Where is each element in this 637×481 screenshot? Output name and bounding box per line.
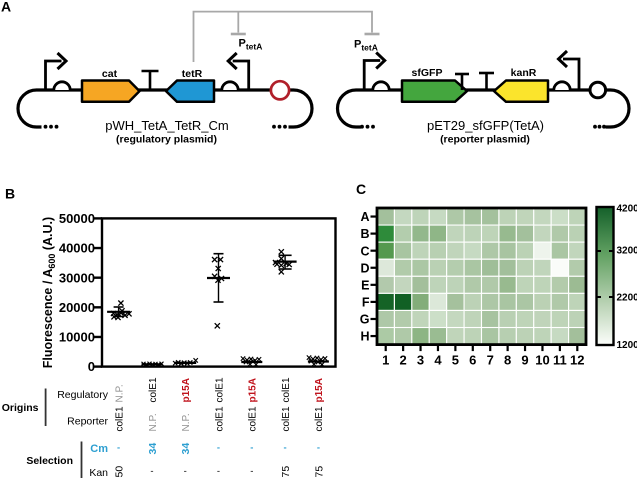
svg-text:Regulatory: Regulatory xyxy=(57,389,109,401)
svg-text:sfGFP: sfGFP xyxy=(412,67,443,79)
svg-text:p15A: p15A xyxy=(248,378,259,402)
svg-text:H: H xyxy=(360,330,369,344)
svg-text:34: 34 xyxy=(180,443,192,455)
svg-text:50: 50 xyxy=(114,466,126,478)
svg-text:A: A xyxy=(360,210,369,224)
svg-text:2200: 2200 xyxy=(617,293,637,304)
svg-text:colE1: colE1 xyxy=(314,406,325,431)
svg-text:N.P.: N.P. xyxy=(148,413,159,431)
svg-text:11: 11 xyxy=(553,352,567,367)
svg-text:4: 4 xyxy=(434,352,442,367)
svg-text:N.P.: N.P. xyxy=(181,413,192,431)
svg-text:E: E xyxy=(361,278,369,292)
svg-text:C: C xyxy=(360,244,369,258)
svg-text:-: - xyxy=(217,466,220,477)
svg-text:colE1: colE1 xyxy=(214,406,225,431)
svg-text:Cm: Cm xyxy=(90,443,108,455)
svg-text:C: C xyxy=(356,181,366,197)
svg-text:colE1: colE1 xyxy=(214,377,225,402)
svg-text:PtetA: PtetA xyxy=(239,38,263,52)
svg-text:40000: 40000 xyxy=(59,241,95,256)
svg-text:34: 34 xyxy=(147,443,159,455)
svg-text:-: - xyxy=(184,466,187,477)
svg-text:50000: 50000 xyxy=(59,211,95,226)
svg-text:p15A: p15A xyxy=(181,378,192,402)
svg-text:75: 75 xyxy=(280,466,292,478)
svg-text:-: - xyxy=(284,443,287,454)
svg-text:4200: 4200 xyxy=(617,204,637,215)
svg-text:-: - xyxy=(317,443,320,454)
svg-text:F: F xyxy=(362,296,370,310)
svg-text:10: 10 xyxy=(535,352,549,367)
svg-text:D: D xyxy=(360,261,369,275)
svg-text:1: 1 xyxy=(382,352,389,367)
svg-text:0: 0 xyxy=(88,359,95,374)
svg-text:Origins: Origins xyxy=(2,402,39,414)
svg-text:Fluorescence / A600 (A.U.): Fluorescence / A600 (A.U.) xyxy=(41,217,57,368)
svg-text:tetR: tetR xyxy=(182,68,203,80)
svg-text:cat: cat xyxy=(102,68,118,80)
svg-text:p15A: p15A xyxy=(314,378,325,402)
svg-text:(regulatory plasmid): (regulatory plasmid) xyxy=(116,134,217,146)
svg-text:A: A xyxy=(1,0,11,15)
svg-text:Selection: Selection xyxy=(26,455,73,467)
svg-text:B: B xyxy=(5,186,15,202)
svg-text:N.P.: N.P. xyxy=(114,384,125,402)
svg-text:-: - xyxy=(150,466,153,477)
svg-text:1200: 1200 xyxy=(617,340,637,351)
svg-text:-: - xyxy=(250,466,253,477)
svg-text:Reporter: Reporter xyxy=(67,416,108,428)
svg-text:30000: 30000 xyxy=(59,270,95,285)
svg-text:75: 75 xyxy=(313,466,325,478)
svg-text:colE1: colE1 xyxy=(248,406,259,431)
svg-text:-: - xyxy=(117,443,120,454)
svg-text:G: G xyxy=(360,313,370,327)
svg-text:6: 6 xyxy=(469,352,476,367)
svg-text:kanR: kanR xyxy=(511,67,537,79)
svg-text:pWH_TetA_TetR_Cm: pWH_TetA_TetR_Cm xyxy=(105,118,229,133)
svg-text:-: - xyxy=(217,443,220,454)
svg-text:12: 12 xyxy=(570,352,584,367)
svg-text:(reporter plasmid): (reporter plasmid) xyxy=(440,134,530,146)
svg-text:3: 3 xyxy=(417,352,424,367)
svg-text:Kan: Kan xyxy=(89,467,108,479)
svg-text:10000: 10000 xyxy=(59,330,95,345)
svg-text:20000: 20000 xyxy=(59,300,95,315)
svg-text:pET29_sfGFP(TetA): pET29_sfGFP(TetA) xyxy=(427,118,544,133)
svg-text:colE1: colE1 xyxy=(281,406,292,431)
svg-text:B: B xyxy=(360,227,369,241)
svg-text:5: 5 xyxy=(452,352,459,367)
svg-text:8: 8 xyxy=(504,352,511,367)
svg-text:colE1: colE1 xyxy=(114,406,125,431)
svg-text:9: 9 xyxy=(521,352,528,367)
svg-text:colE1: colE1 xyxy=(281,377,292,402)
svg-text:colE1: colE1 xyxy=(148,377,159,402)
svg-text:3200: 3200 xyxy=(617,246,637,257)
svg-text:-: - xyxy=(250,443,253,454)
svg-text:7: 7 xyxy=(487,352,494,367)
svg-text:2: 2 xyxy=(400,352,407,367)
svg-text:PtetA: PtetA xyxy=(354,39,378,53)
